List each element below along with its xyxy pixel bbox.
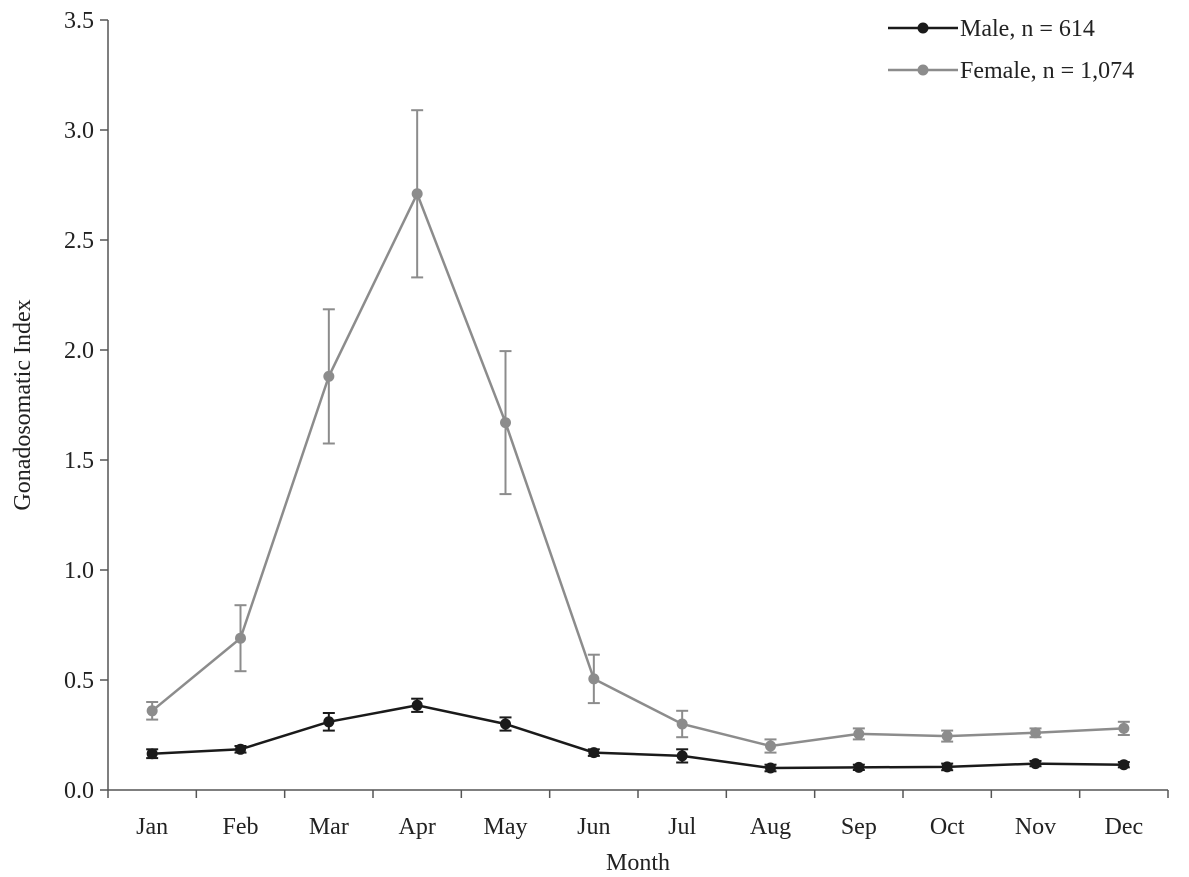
x-tick-label: Jul: [668, 814, 696, 840]
y-tick-label: 2.0: [64, 338, 94, 364]
axes: 0.0 0.5 1.0 1.5 2.0 2.5 3.0 3.5 Jan Feb Mar Apr May J…: [64, 8, 1169, 840]
x-tick-label: Sep: [841, 814, 877, 840]
y-tick-label: 1.5: [64, 448, 94, 474]
y-tick-label: 1.0: [64, 558, 94, 584]
y-tick-label: 0.0: [64, 778, 94, 804]
x-tick-label: May: [484, 814, 528, 840]
x-tick-label: Dec: [1105, 814, 1144, 840]
data-point: [500, 417, 511, 429]
y-tick-label: 3.5: [64, 8, 94, 34]
data-point: [500, 718, 511, 730]
legend: Male, n = 614 Female, n = 1,074: [888, 16, 1134, 84]
data-point: [146, 705, 158, 717]
data-point: [235, 743, 246, 755]
y-axis-title: Gonadosomatic Index: [10, 299, 36, 510]
x-tick-label: Apr: [399, 814, 436, 840]
x-tick-label: Jan: [136, 814, 168, 840]
data-point: [1118, 759, 1130, 771]
series-layer: [146, 109, 1130, 774]
data-point: [853, 761, 865, 773]
data-point: [411, 188, 423, 200]
data-point: [588, 673, 600, 685]
data-point: [941, 730, 953, 742]
data-point: [146, 748, 158, 760]
y-tick-label: 2.5: [64, 228, 94, 254]
x-tick-label: Nov: [1015, 814, 1056, 840]
legend-label: Female, n = 1,074: [960, 58, 1134, 84]
data-point: [941, 761, 953, 773]
legend-marker: [917, 64, 929, 76]
legend-marker: [917, 22, 929, 34]
x-tick-label: Jun: [577, 814, 610, 840]
data-point: [235, 632, 246, 644]
data-point: [323, 370, 335, 382]
y-tick-label: 0.5: [64, 668, 94, 694]
x-tick-label: Aug: [750, 814, 791, 840]
x-tick-label: Oct: [930, 814, 965, 840]
x-axis-title: Month: [606, 850, 670, 876]
data-point: [1030, 758, 1041, 770]
series-line: [151, 190, 1124, 748]
data-point: [765, 740, 776, 752]
series-line: [152, 704, 1124, 770]
series-1: [146, 109, 1130, 754]
legend-label: Male, n = 614: [960, 16, 1095, 42]
data-point: [676, 750, 688, 762]
data-point: [411, 699, 423, 711]
y-tick-label: 3.0: [64, 118, 94, 144]
data-point: [853, 728, 865, 740]
data-point: [588, 747, 600, 759]
x-tick-label: Mar: [309, 814, 349, 840]
legend-entry-1: Female, n = 1,074: [888, 58, 1134, 84]
x-tick-label: Feb: [223, 814, 259, 840]
data-point: [1118, 722, 1130, 734]
legend-entry-0: Male, n = 614: [888, 16, 1095, 42]
data-point: [1030, 727, 1041, 739]
data-point: [323, 716, 335, 728]
data-point: [765, 762, 776, 774]
series-0: [146, 697, 1130, 774]
data-point: [676, 718, 688, 730]
